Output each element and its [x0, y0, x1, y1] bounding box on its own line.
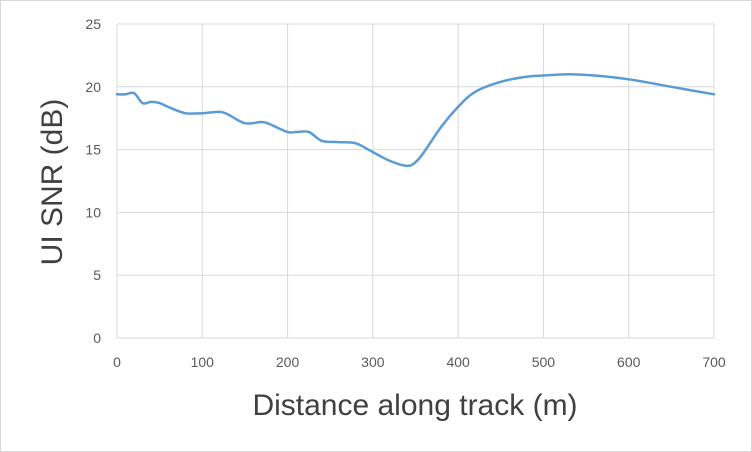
y-axis-title: UI SNR (dB): [36, 99, 69, 266]
x-tick-label: 0: [113, 354, 121, 370]
x-tick-label: 200: [276, 354, 300, 370]
x-tick-label: 600: [617, 354, 641, 370]
x-tick-labels: 0 100 200 300 400 500 600 700: [113, 354, 726, 370]
y-tick-label: 25: [85, 16, 101, 32]
y-tick-label: 0: [93, 330, 101, 346]
x-tick-label: 100: [191, 354, 215, 370]
series-line: [115, 72, 716, 168]
x-axis-title: Distance along track (m): [252, 389, 577, 422]
series-layer: [115, 72, 716, 168]
x-tick-label: 300: [361, 354, 385, 370]
y-tick-label: 15: [85, 142, 101, 158]
y-tick-labels: 0 5 10 15 20 25: [85, 16, 101, 346]
y-tick-label: 5: [93, 267, 101, 283]
x-tick-label: 500: [532, 354, 556, 370]
x-tick-label: 400: [446, 354, 470, 370]
y-tick-label: 20: [85, 79, 101, 95]
x-tick-label: 700: [702, 354, 726, 370]
y-tick-label: 10: [85, 204, 101, 220]
gridlines: [116, 23, 715, 339]
